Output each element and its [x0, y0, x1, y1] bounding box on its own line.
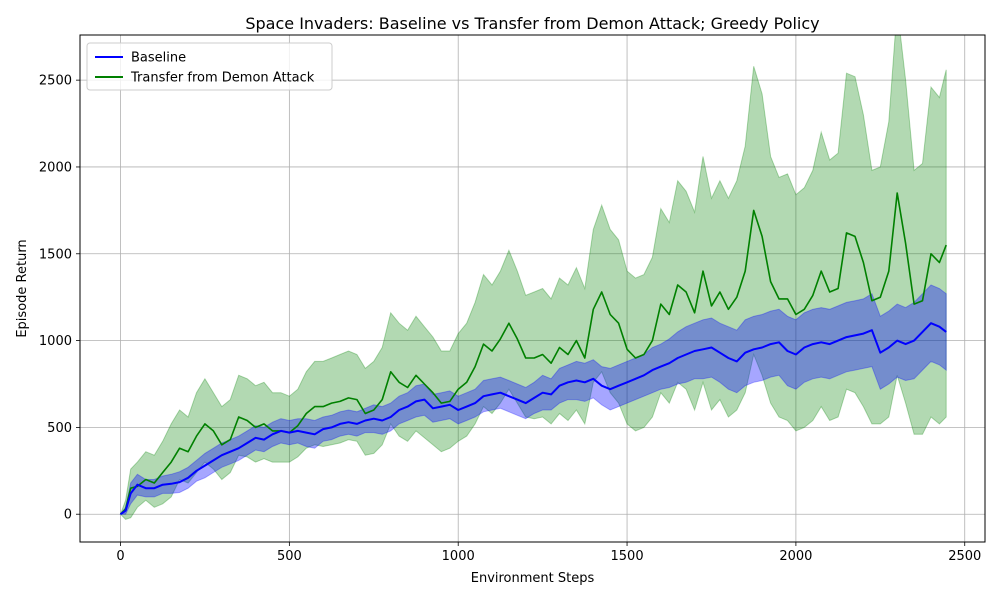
y-tick-label: 1500: [39, 247, 72, 262]
y-tick-label: 500: [47, 421, 72, 436]
y-tick-label: 2500: [39, 74, 72, 89]
x-tick-label: 1500: [611, 549, 644, 564]
grid-lines: [80, 35, 985, 542]
x-tick-label: 0: [116, 549, 124, 564]
y-tick-label: 1000: [39, 334, 72, 349]
x-tick-label: 2000: [779, 549, 812, 564]
confidence-bands: [119, 35, 947, 520]
x-tick-label: 500: [277, 549, 302, 564]
x-axis-title: Environment Steps: [471, 571, 595, 586]
axis-ticks: 0 500 1000 1500 2000 2500 0 500 1000 1500 2000 2500: [39, 74, 981, 564]
legend: Baseline Transfer from Demon Attack: [86, 42, 333, 91]
x-tick-label: 2500: [948, 549, 981, 564]
legend-entry-label: Transfer from Demon Attack: [130, 71, 315, 86]
series-line: [119, 192, 947, 515]
y-tick-label: 2000: [39, 160, 72, 175]
y-tick-label: 0: [64, 508, 72, 523]
x-tick-label: 1000: [442, 549, 475, 564]
y-axis-title: Episode Return: [15, 239, 30, 337]
confidence-band: [119, 35, 947, 520]
series-line: [119, 322, 947, 516]
plot-frame: [79, 34, 986, 543]
legend-box: [86, 42, 333, 91]
chart-title: Space Invaders: Baseline vs Transfer fro…: [245, 14, 819, 33]
legend-entry-label: Baseline: [131, 51, 186, 66]
series-lines: [119, 192, 947, 516]
